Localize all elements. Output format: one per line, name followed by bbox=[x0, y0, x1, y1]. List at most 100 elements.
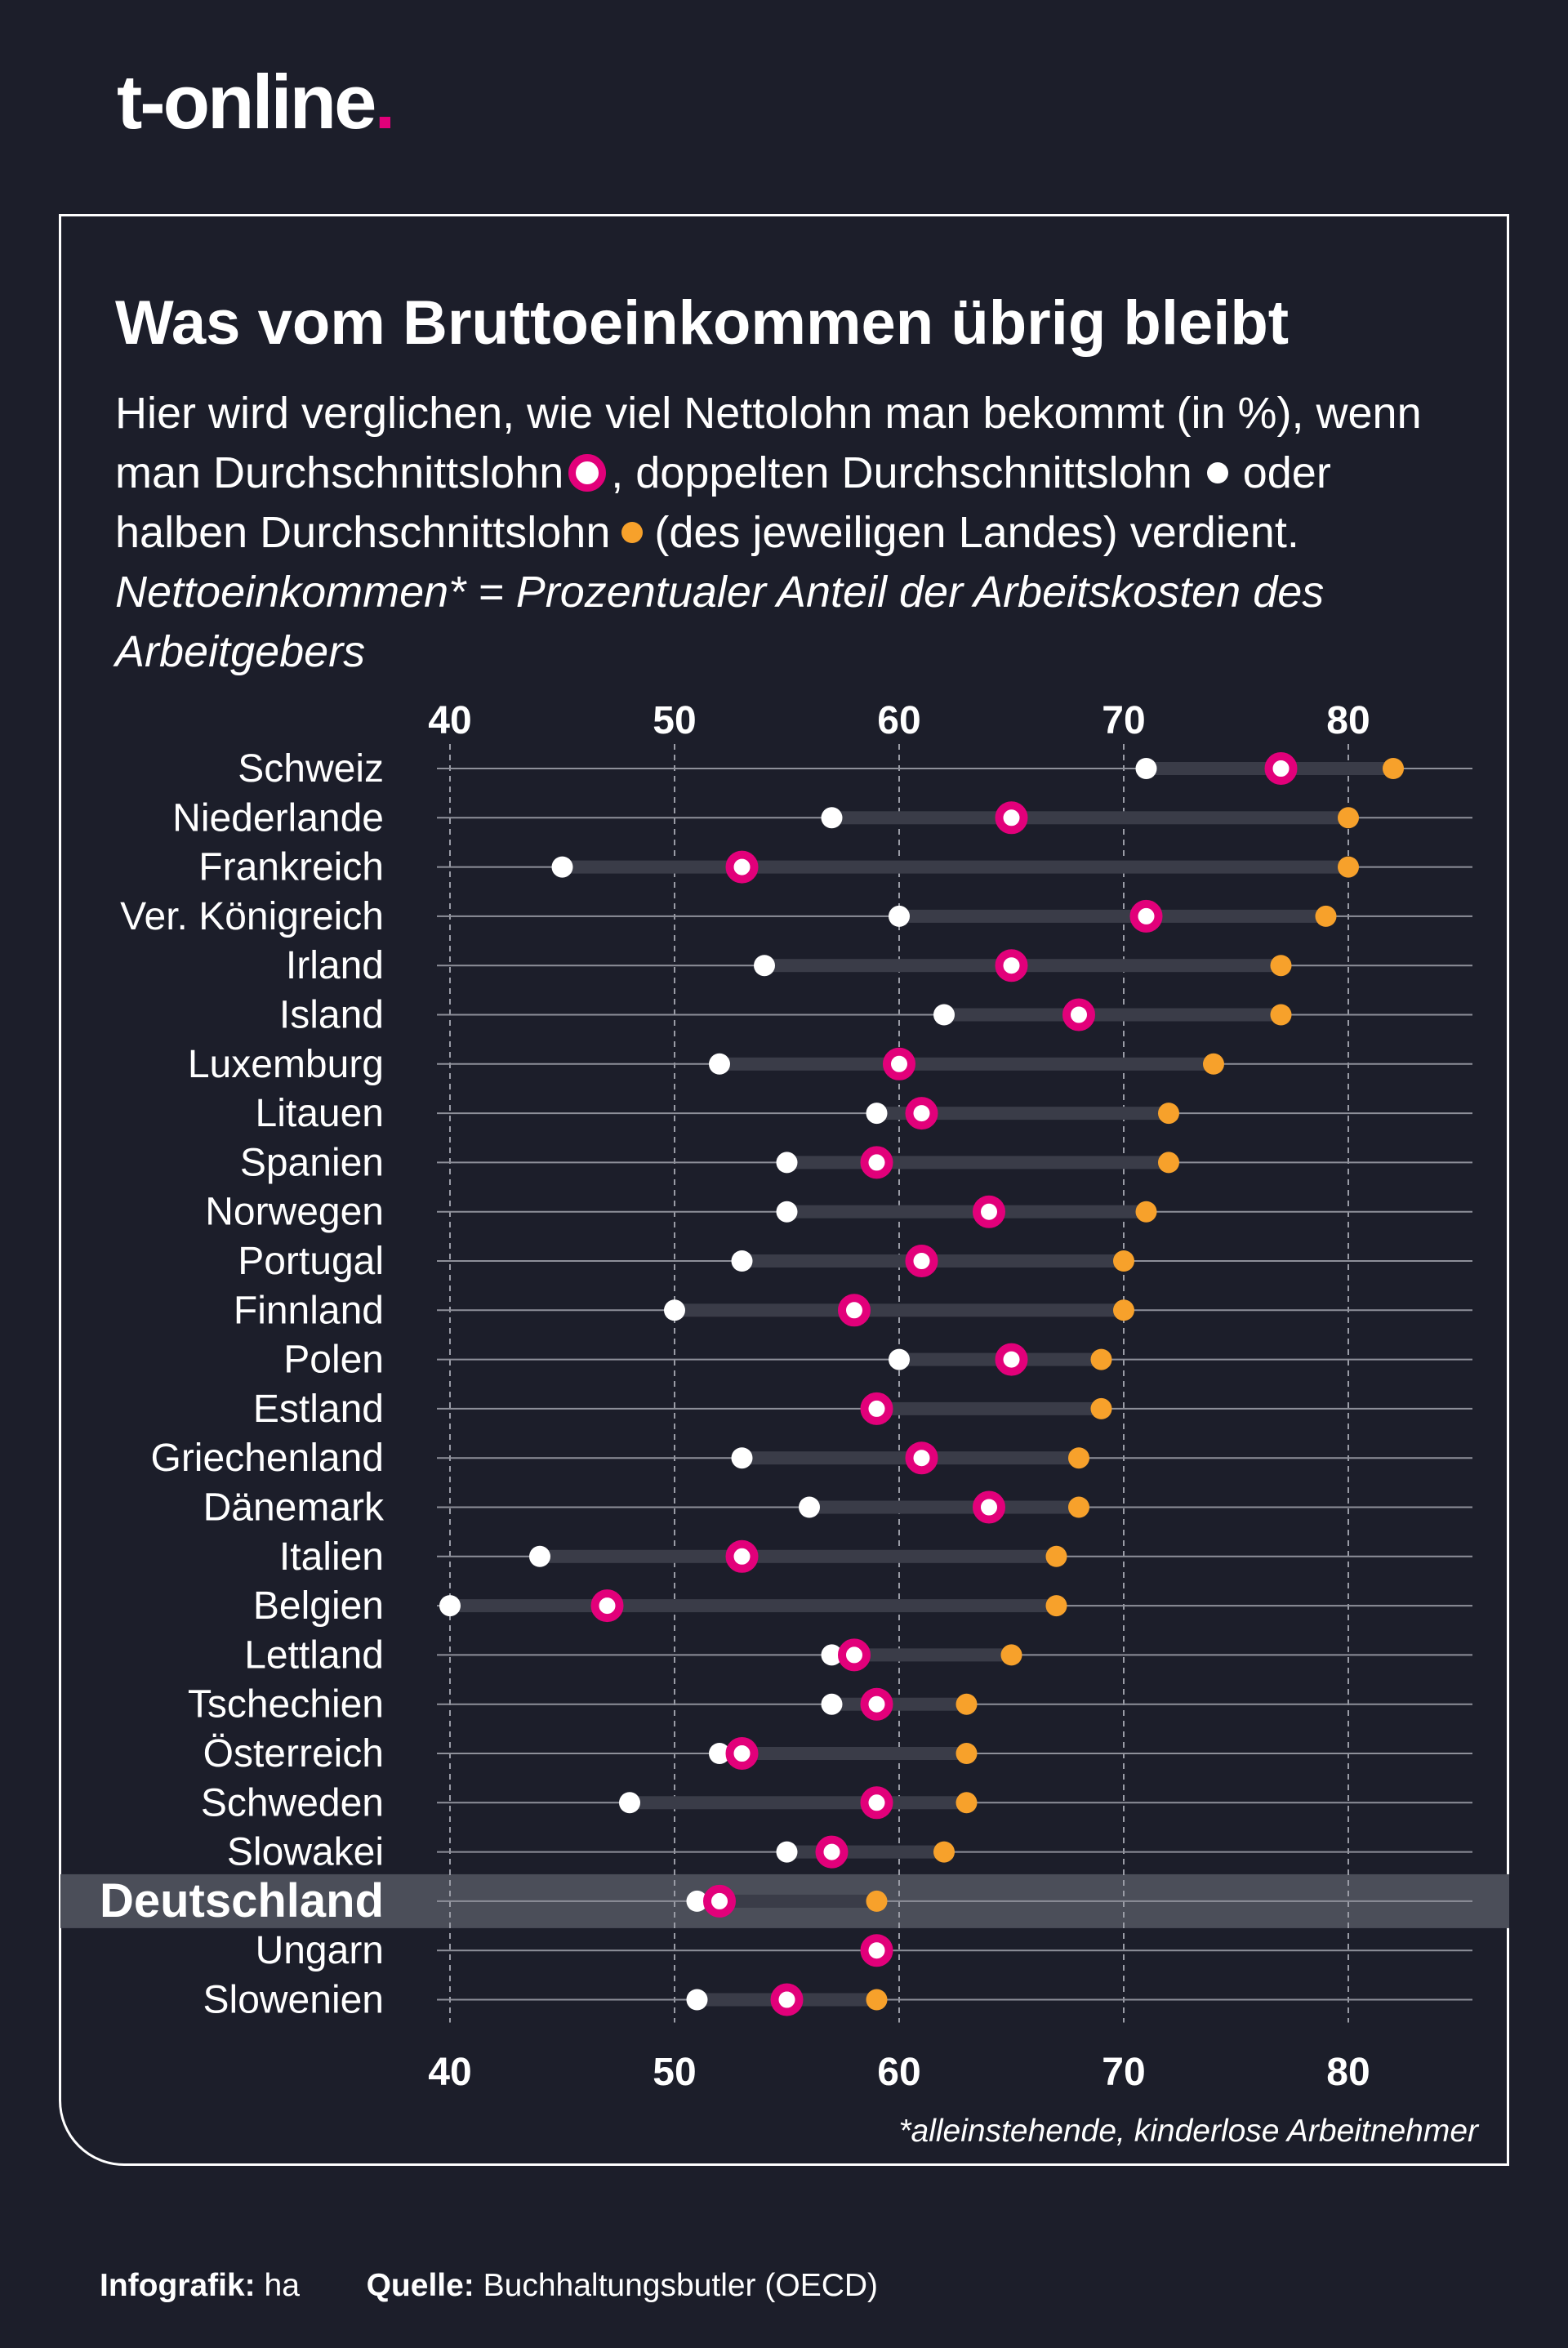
average-wage-dot bbox=[703, 1884, 736, 1918]
double-wage-dot bbox=[776, 1841, 798, 1863]
double-wage-dot bbox=[821, 1693, 843, 1715]
country-row: Schweden bbox=[201, 1781, 1472, 1824]
range-bar bbox=[540, 1549, 1057, 1563]
country-label: Portugal bbox=[238, 1240, 384, 1283]
country-label: Ver. Königreich bbox=[120, 895, 384, 938]
country-label: Finnland bbox=[234, 1289, 384, 1332]
country-label: Deutschland bbox=[100, 1874, 384, 1927]
average-wage-dot bbox=[1264, 752, 1298, 785]
intro-double-text: , doppelten Durchschnittslohn bbox=[611, 448, 1192, 497]
country-label: Litauen bbox=[256, 1092, 384, 1135]
axis-group: 40 40 50 50 60 60 70 70 80 80 bbox=[60, 699, 1509, 2094]
country-label: Griechenland bbox=[150, 1437, 384, 1480]
half-wage-dot bbox=[1315, 905, 1337, 927]
country-row: Finnland bbox=[234, 1289, 1472, 1332]
half-wage-dot bbox=[1045, 1595, 1067, 1617]
double-wage-dot bbox=[686, 1890, 708, 1912]
half-wage-dot bbox=[1383, 758, 1404, 779]
average-wage-dot bbox=[1129, 899, 1163, 933]
country-row: Slowenien bbox=[203, 1979, 1472, 2022]
half-wage-dot bbox=[1068, 1496, 1089, 1518]
double-wage-dot bbox=[529, 1545, 550, 1567]
x-tick-label-top: 70 bbox=[1102, 699, 1145, 742]
range-bar bbox=[562, 860, 1348, 874]
footer: Infografik: ha Quelle: Buchhaltungsbutle… bbox=[100, 2268, 878, 2304]
intro-half-text: halben Durchschnittslohn bbox=[115, 508, 611, 557]
double-wage-dot bbox=[686, 1989, 708, 2011]
double-wage-dot bbox=[731, 1447, 753, 1469]
intro-line-3: halben Durchschnittslohn (des jeweiligen … bbox=[115, 503, 1503, 563]
country-label: Tschechien bbox=[188, 1683, 384, 1726]
average-legend-marker bbox=[568, 453, 607, 492]
range-bar bbox=[899, 909, 1326, 923]
average-wage-dot bbox=[995, 801, 1028, 835]
rows-group: Schweiz Niederlande Frankreich Ver. Königre… bbox=[100, 747, 1472, 2022]
double-wage-dot bbox=[619, 1792, 640, 1814]
half-wage-dot bbox=[1045, 1545, 1067, 1567]
range-bar bbox=[876, 1401, 1102, 1415]
half-wage-dot bbox=[1203, 1053, 1224, 1075]
average-wage-dot bbox=[860, 1786, 893, 1820]
range-bar bbox=[719, 1057, 1214, 1071]
country-label: Spanien bbox=[240, 1141, 384, 1184]
double-wage-dot bbox=[821, 1644, 843, 1666]
double-wage-dot bbox=[1135, 758, 1157, 779]
logo-dot: . bbox=[374, 59, 395, 145]
half-wage-dot bbox=[1158, 1152, 1179, 1174]
country-row: Österreich bbox=[203, 1732, 1472, 1775]
country-label: Belgien bbox=[253, 1584, 384, 1628]
country-label: Norwegen bbox=[205, 1191, 384, 1234]
country-row: Belgien bbox=[253, 1584, 1472, 1628]
range-bar bbox=[786, 1845, 944, 1859]
average-wage-dot bbox=[860, 1934, 893, 1967]
average-wage-dot bbox=[725, 1539, 759, 1573]
country-row: Schweiz bbox=[238, 747, 1472, 791]
double-wage-dot bbox=[799, 1496, 820, 1518]
double-wage-dot bbox=[889, 1348, 910, 1370]
chart-card bbox=[59, 214, 1509, 2166]
average-wage-dot bbox=[860, 1687, 893, 1721]
intro-line-1: Hier wird verglichen, wie viel Nettolohn… bbox=[115, 389, 1422, 438]
double-wage-dot bbox=[664, 1299, 685, 1321]
average-wage-dot bbox=[1062, 998, 1095, 1031]
half-wage-dot bbox=[933, 1841, 955, 1863]
country-label: Schweden bbox=[201, 1781, 384, 1824]
country-row: Griechenland bbox=[150, 1437, 1472, 1480]
half-wage-dot bbox=[1090, 1348, 1112, 1370]
range-bar bbox=[675, 1303, 1124, 1317]
country-row: Portugal bbox=[238, 1240, 1472, 1283]
source-label: Quelle: bbox=[366, 2268, 474, 2303]
country-row: Italien bbox=[279, 1535, 1472, 1579]
credit-label: Infografik: bbox=[100, 2268, 256, 2303]
half-wage-dot bbox=[1270, 955, 1292, 977]
double-wage-dot bbox=[731, 1250, 753, 1272]
country-label: Österreich bbox=[203, 1732, 384, 1775]
average-wage-dot bbox=[725, 1737, 759, 1770]
average-wage-dot bbox=[905, 1097, 938, 1130]
double-wage-dot bbox=[776, 1201, 798, 1223]
range-bar bbox=[944, 1008, 1281, 1022]
range-bar bbox=[786, 1205, 1147, 1219]
x-tick-label-top: 80 bbox=[1326, 699, 1370, 742]
x-tick-label-bottom: 60 bbox=[877, 2051, 920, 2094]
country-row: Frankreich bbox=[198, 846, 1472, 889]
half-wage-dot bbox=[1090, 1397, 1112, 1419]
average-wage-dot bbox=[883, 1047, 915, 1080]
country-label: Polen bbox=[283, 1339, 384, 1382]
average-wage-dot bbox=[905, 1441, 938, 1475]
intro-average-text: man Durchschnittslohn bbox=[115, 448, 564, 497]
country-row: Ungarn bbox=[256, 1929, 1472, 1972]
half-wage-dot bbox=[956, 1792, 978, 1814]
average-wage-dot bbox=[995, 949, 1028, 982]
x-tick-label-top: 60 bbox=[877, 699, 920, 742]
double-wage-dot bbox=[889, 905, 910, 927]
half-wage-dot bbox=[1000, 1644, 1022, 1666]
half-wage-dot bbox=[1338, 807, 1359, 829]
logo-text: t-online bbox=[117, 59, 376, 145]
average-wage-dot bbox=[973, 1490, 1005, 1524]
range-bar bbox=[697, 1894, 877, 1908]
credit-value: ha bbox=[264, 2268, 300, 2303]
footnote: *alleinstehende, kinderlose Arbeitnehmer bbox=[898, 2114, 1478, 2149]
half-wage-dot bbox=[866, 1890, 888, 1912]
